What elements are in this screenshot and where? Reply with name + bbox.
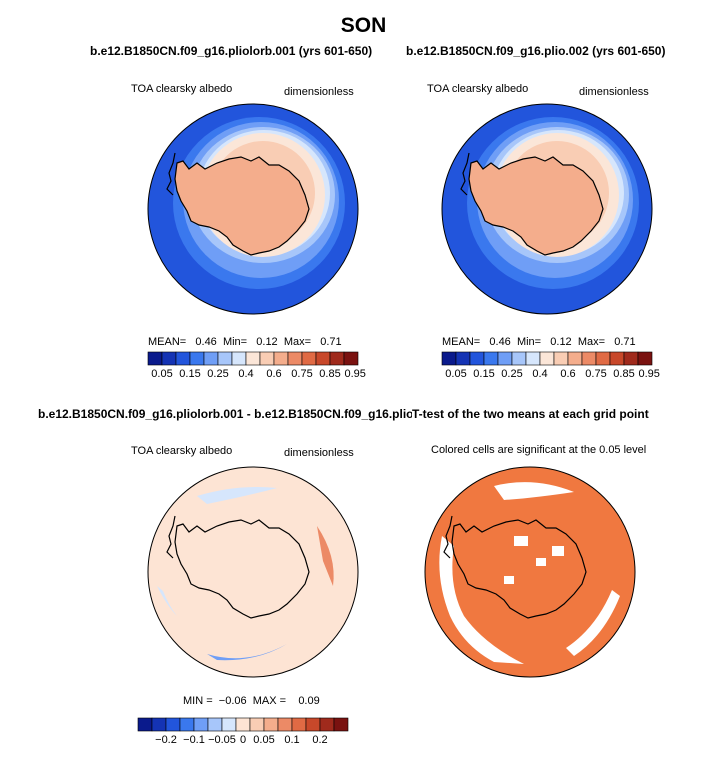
colorbar-tick-label: 0.85 [319,368,340,380]
colorbar-tick-label: 0.6 [560,368,575,380]
colorbar-swatch [137,717,153,732]
positive-anomaly [317,526,334,586]
colorbar-tick-label: 0.15 [179,368,200,380]
colorbar-swatch [483,351,499,366]
colorbar-tick-label: 0.05 [445,368,466,380]
panel1-stats: MEAN= 0.46 Min= 0.12 Max= 0.71 [148,336,342,348]
colorbar-tick-label: 0.4 [238,368,253,380]
map-panel1 [147,103,359,315]
colorbar-swatch [203,351,219,366]
colorbar-tick-label: −0.1 [183,734,205,746]
colorbar-swatch [319,717,335,732]
colorbar-swatch [175,351,191,366]
colorbar-tick-label: 0.85 [613,368,634,380]
colorbar-swatch [165,717,181,732]
colorbar-swatch [329,351,345,366]
colorbar-swatch [151,717,167,732]
colorbar-tick-label: 0.15 [473,368,494,380]
antarctica-coastline [468,156,604,256]
colorbar-difference: −0.2 −0.1 −0.05 0 0.05 0.1 0.2 [137,717,349,746]
colorbar-tick-label: 0.6 [266,368,281,380]
colorbar-swatch [637,351,653,366]
colorbar-tick-label: 0.05 [151,368,172,380]
colorbar-swatch [441,351,457,366]
colorbar-swatch [189,351,205,366]
map-panel4-ttest [424,466,636,678]
colorbar-tick-label: 0.75 [585,368,606,380]
antarctica-coastline [451,519,587,619]
panel2-units: dimensionless [579,86,649,98]
panel2-stats: MEAN= 0.46 Min= 0.12 Max= 0.71 [442,336,636,348]
panel3-units: dimensionless [284,447,354,459]
colorbar-swatch [277,717,293,732]
colorbar-tick-label: 0.4 [532,368,547,380]
colorbar-swatch [291,717,307,732]
colorbar-swatch [305,717,321,732]
colorbar-swatch [147,351,163,366]
figure-suptitle: SON [340,14,387,37]
colorbar-swatch [609,351,625,366]
colorbar-swatch [259,351,275,366]
colorbar-albedo-panel2: 0.05 0.15 0.25 0.4 0.6 0.75 0.85 0.95 [441,351,660,380]
colorbar-tick-label: 0.2 [312,734,327,746]
colorbar-albedo-panel1: 0.05 0.15 0.25 0.4 0.6 0.75 0.85 0.95 [147,351,366,380]
colorbar-swatch [581,351,597,366]
colorbar-tick-label: 0.95 [344,368,365,380]
panel1-title: b.e12.B1850CN.f09_g16.pliolorb.001 (yrs … [90,44,373,58]
colorbar-swatch [287,351,303,366]
colorbar-swatch [179,717,195,732]
colorbar-tick-label: 0.25 [501,368,522,380]
colorbar-tick-label: 0.1 [284,734,299,746]
colorbar-tick-label: 0 [240,734,246,746]
colorbar-swatch [221,717,237,732]
colorbar-tick-label: −0.05 [208,734,236,746]
panel4-note: Colored cells are significant at the 0.0… [431,444,647,456]
colorbar-swatch [235,717,251,732]
colorbar-swatch [567,351,583,366]
colorbar-swatch [217,351,233,366]
colorbar-swatch [333,717,349,732]
panel1-variable: TOA clearsky albedo [131,83,233,95]
colorbar-tick-label: 0.25 [207,368,228,380]
colorbar-swatch [553,351,569,366]
colorbar-swatch [539,351,555,366]
colorbar-swatch [525,351,541,366]
colorbar-swatch [273,351,289,366]
panel1-units: dimensionless [284,86,354,98]
colorbar-swatch [511,351,527,366]
antarctica-coastline [174,156,310,256]
colorbar-swatch [263,717,279,732]
panel2-variable: TOA clearsky albedo [427,83,529,95]
colorbar-swatch [315,351,331,366]
panel3-title: b.e12.B1850CN.f09_g16.pliolorb.001 - b.e… [38,407,437,421]
antarctica-coastline [174,519,310,619]
colorbar-swatch [249,717,265,732]
colorbar-tick-label: 0.75 [291,368,312,380]
colorbar-swatch [623,351,639,366]
colorbar-swatch [193,717,209,732]
colorbar-swatch [231,351,247,366]
colorbar-swatch [207,717,223,732]
colorbar-swatch [245,351,261,366]
panel3-variable: TOA clearsky albedo [131,445,233,457]
panel4-title: T-test of the two means at each grid poi… [412,407,649,421]
negative-anomaly [207,644,287,661]
panel3-stats: MIN = −0.06 MAX = 0.09 [183,695,320,707]
colorbar-swatch [301,351,317,366]
colorbar-tick-label: −0.2 [155,734,177,746]
map-panel2 [441,103,653,315]
colorbar-swatch [469,351,485,366]
panel2-title: b.e12.B1850CN.f09_g16.plio.002 (yrs 601-… [406,44,666,58]
non-significant-region [439,536,524,664]
colorbar-tick-label: 0.95 [638,368,659,380]
colorbar-tick-label: 0.05 [253,734,274,746]
colorbar-swatch [497,351,513,366]
map-panel3-difference [147,466,359,678]
significant-cells [425,467,635,677]
colorbar-swatch [455,351,471,366]
colorbar-swatch [161,351,177,366]
colorbar-swatch [343,351,359,366]
colorbar-swatch [595,351,611,366]
